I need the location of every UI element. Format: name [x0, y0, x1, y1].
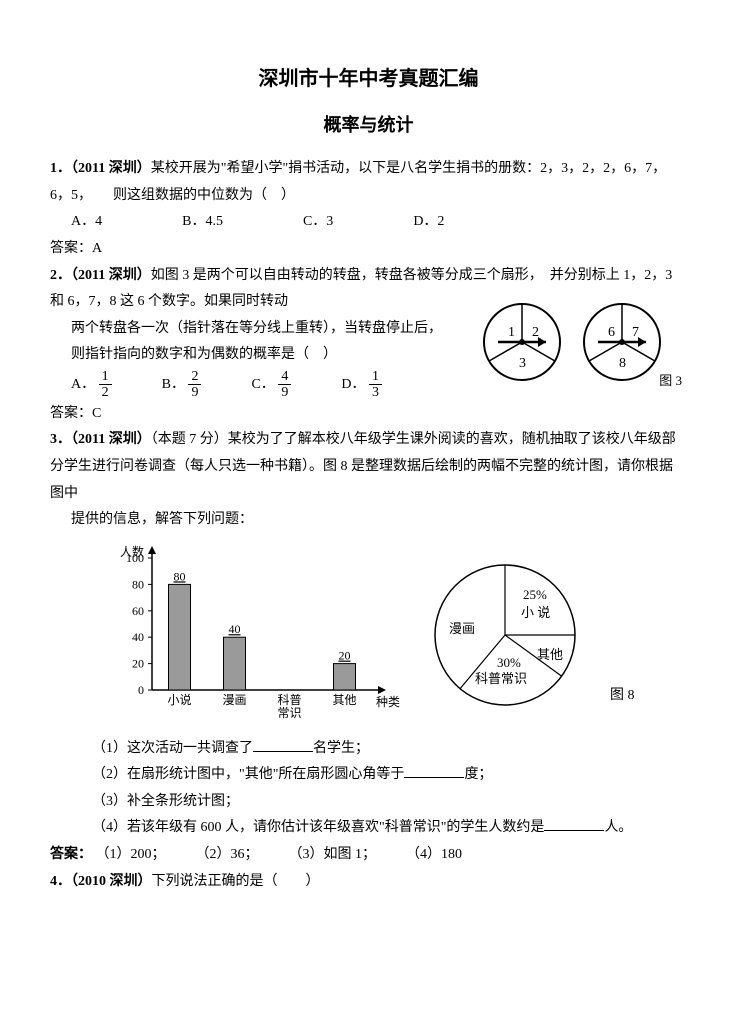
q3-sub4: （4）若该年级有 600 人，请你估计该年级喜欢"科普常识"的学生人数约是 人。	[50, 815, 687, 842]
q3-sub1b: 名学生；	[313, 741, 369, 756]
q3-sub2: （2）在扇形统计图中，"其他"所在扇形圆心角等于 度；	[50, 762, 687, 789]
q3-charts: 020406080100人数种类80小说40漫画科普常识20其他 25% 小 说…	[110, 540, 687, 730]
spinner1-s3: 3	[519, 356, 526, 371]
frac-num: 1	[369, 369, 382, 385]
svg-text:人数: 人数	[120, 544, 144, 559]
frac-den: 9	[278, 385, 291, 400]
spinners-svg: 1 2 3 6 7 8	[477, 297, 677, 397]
q2-opt-c-label: C．	[251, 377, 274, 392]
pie-lbl-comic: 漫画	[449, 621, 475, 636]
q3-sub1: （1）这次活动一共调查了 名学生；	[50, 736, 687, 763]
frac-den: 2	[99, 385, 112, 400]
pie-chart: 25% 小 说 其他 30% 科普常识 漫画	[420, 550, 590, 720]
q3-fig-label: 图 8	[610, 683, 635, 710]
svg-text:科普: 科普	[277, 693, 301, 707]
pie-lbl-other: 其他	[537, 647, 563, 662]
svg-text:60: 60	[132, 603, 144, 617]
q3-sub2b: 度；	[464, 767, 492, 782]
spinner1-s1: 1	[508, 325, 515, 340]
q1-tag: 1．（2011 深圳）	[50, 161, 151, 176]
q4-tag: 4．（2010 深圳）	[50, 874, 152, 889]
svg-text:40: 40	[229, 622, 241, 636]
q3-sub4b: 人。	[604, 820, 632, 835]
q1-opt-d: D．2	[413, 209, 444, 236]
q2-line1: 2．（2011 深圳）如图 3 是两个可以自由转动的转盘，转盘各被等分成三个扇形…	[50, 263, 687, 290]
fraction: 13	[369, 369, 382, 401]
q4-text1: 下列说法正确的是（ ）	[152, 874, 320, 889]
q4-line1: 4．（2010 深圳）下列说法正确的是（ ）	[50, 869, 687, 896]
q3-ans2: （2）36；	[196, 842, 259, 869]
q3-line4: 提供的信息，解答下列问题：	[50, 507, 687, 534]
q2-fig-label: 图 3	[659, 369, 682, 394]
q1-opt-a: A．4	[71, 209, 102, 236]
main-title: 深圳市十年中考真题汇编	[50, 60, 687, 98]
q1-options: A．4 B．4.5 C．3 D．2	[50, 209, 687, 236]
fraction: 49	[278, 369, 291, 401]
frac-den: 3	[369, 385, 382, 400]
spinner2-s1: 6	[608, 325, 615, 340]
spinner1-s2: 2	[532, 325, 539, 340]
frac-num: 2	[188, 369, 201, 385]
q2-opt-d: D． 13	[341, 369, 382, 401]
q1-answer: 答案：A	[50, 236, 687, 263]
q3-ans1: （1）200；	[96, 842, 166, 869]
svg-text:常识: 常识	[277, 706, 301, 720]
frac-num: 4	[278, 369, 291, 385]
svg-text:40: 40	[132, 630, 144, 644]
pie-pct-sci: 30%	[497, 655, 521, 670]
q3-sub2a: （2）在扇形统计图中，"其他"所在扇形圆心角等于	[92, 767, 404, 782]
bar-chart: 020406080100人数种类80小说40漫画科普常识20其他	[110, 540, 400, 730]
frac-num: 1	[99, 369, 112, 385]
q2-opt-a: A． 12	[71, 369, 112, 401]
svg-text:种类: 种类	[376, 695, 400, 709]
q2-opt-c: C． 49	[251, 369, 291, 401]
svg-text:0: 0	[138, 683, 144, 697]
q3-sub1a: （1）这次活动一共调查了	[92, 741, 253, 756]
fraction: 12	[99, 369, 112, 401]
q1-opt-b: B．4.5	[182, 209, 223, 236]
q3-text1: （本题 7 分）某校为了了解本校八年级学生课外阅读的喜欢，随机抽取了该校八年级部	[151, 432, 676, 447]
pie-lbl-sci: 科普常识	[475, 671, 527, 686]
q3-answer-line: 答案： （1）200； （2）36； （3）如图 1； （4）180	[50, 842, 687, 869]
q2-tag: 2．（2011 深圳）	[50, 268, 151, 283]
blank	[253, 738, 313, 752]
svg-text:小说: 小说	[167, 692, 191, 707]
q3-line3: 图中	[50, 481, 687, 508]
q2-text1: 如图 3 是两个可以自由转动的转盘，转盘各被等分成三个扇形， 并分别标上 1，2…	[151, 268, 673, 283]
q2-block: 2．（2011 深圳）如图 3 是两个可以自由转动的转盘，转盘各被等分成三个扇形…	[50, 263, 687, 401]
q3-sub3: （3）补全条形统计图；	[50, 789, 687, 816]
svg-text:80: 80	[132, 577, 144, 591]
q1-opt-c: C．3	[303, 209, 333, 236]
pie-lbl-novel: 小 说	[521, 605, 550, 620]
q1-line2: 6，5， 则这组数据的中位数为（ ）	[50, 183, 687, 210]
blank	[404, 764, 464, 778]
q3-ans4: （4）180	[406, 842, 462, 869]
q3-line2: 分学生进行问卷调查（每人只选一种书籍）。图 8 是整理数据后绘制的两幅不完整的统…	[50, 454, 687, 481]
q3-sub4a: （4）若该年级有 600 人，请你估计该年级喜欢"科普常识"的学生人数约是	[92, 820, 544, 835]
q3-tag: 3．（2011 深圳）	[50, 432, 151, 447]
q2-opt-b: B． 29	[162, 369, 202, 401]
svg-text:20: 20	[132, 656, 144, 670]
q1-text1: 某校开展为"希望小学"捐书活动，以下是八名学生捐书的册数：2，3，2，2，6，7…	[151, 161, 666, 176]
svg-text:漫画: 漫画	[222, 693, 246, 707]
sub-title: 概率与统计	[50, 108, 687, 142]
spinner2-s2: 7	[632, 325, 639, 340]
q2-opt-d-label: D．	[341, 377, 365, 392]
q1-line1: 1．（2011 深圳）某校开展为"希望小学"捐书活动，以下是八名学生捐书的册数：…	[50, 156, 687, 183]
svg-text:80: 80	[174, 569, 186, 583]
svg-text:其他: 其他	[332, 693, 356, 707]
q2-opt-a-label: A．	[71, 377, 95, 392]
fraction: 29	[188, 369, 201, 401]
q2-opt-b-label: B．	[162, 377, 185, 392]
pie-pct-novel: 25%	[523, 587, 547, 602]
q3-ans3: （3）如图 1；	[289, 842, 377, 869]
q3-answer-label: 答案：	[50, 847, 92, 862]
blank	[544, 817, 604, 831]
frac-den: 9	[188, 385, 201, 400]
q3-line1: 3．（2011 深圳）（本题 7 分）某校为了了解本校八年级学生课外阅读的喜欢，…	[50, 427, 687, 454]
q2-figure: 1 2 3 6 7 8 图 3	[477, 297, 677, 408]
spinner2-s3: 8	[619, 356, 626, 371]
svg-text:20: 20	[339, 648, 351, 662]
